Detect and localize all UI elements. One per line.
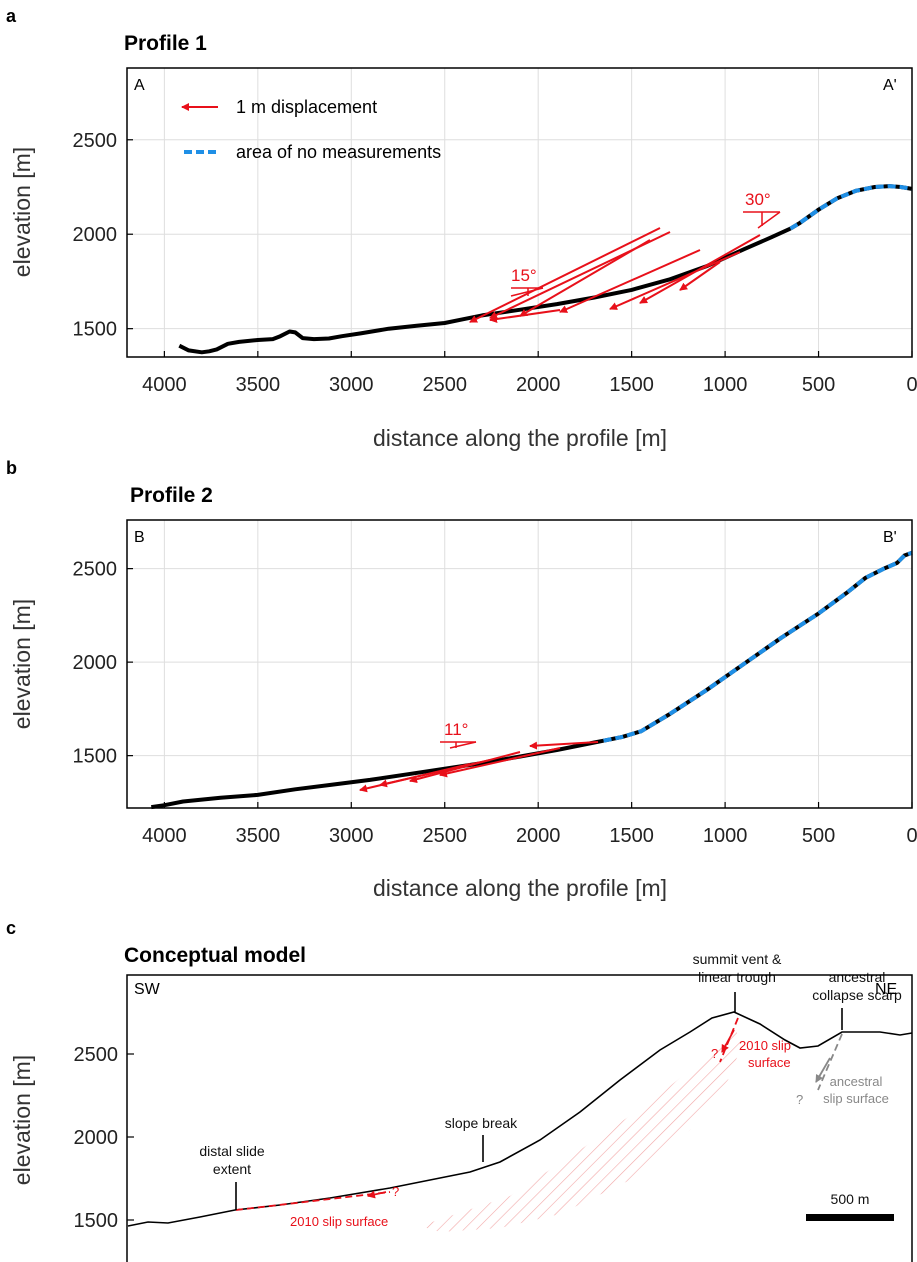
no-measure-line-base — [603, 550, 913, 743]
y-tick-label-c-2500: 2500 — [74, 1044, 119, 1066]
y-tick-label: 2000 — [73, 652, 118, 674]
no-measure-line — [789, 184, 913, 231]
angle-symbol-15 — [510, 287, 544, 297]
plot-frame-c — [126, 974, 913, 1262]
slip-2010-label-lower: 2010 slip surface — [290, 1214, 388, 1229]
y-tick-label: 2500 — [73, 130, 118, 152]
plot-frame-b — [126, 519, 913, 809]
profile-end-label-a: A' — [883, 77, 897, 94]
y-ticks-c: 2500 2000 1500 — [74, 1044, 134, 1232]
series-b — [151, 550, 913, 810]
x-tick-label: 3000 — [329, 825, 374, 847]
legend-arrow-label: 1 m displacement — [236, 97, 377, 117]
x-tick-label: 1500 — [609, 825, 654, 847]
x-tick-label: 0 — [906, 825, 917, 847]
panel-letter-c: c — [6, 918, 16, 938]
no-measure-line — [603, 550, 913, 743]
summit-label-1: summit vent & — [693, 951, 782, 967]
x-tick-label: 500 — [802, 825, 835, 847]
angle-symbol-11 — [440, 741, 477, 749]
displacement-arrows-b — [359, 741, 599, 793]
direction-label-ne: NE — [875, 981, 897, 998]
ancestral-scarp-label-2: collapse scarp — [812, 987, 902, 1003]
series-a — [178, 184, 913, 355]
ancestral-slip-arrow — [815, 1057, 831, 1083]
panel-letter-a: a — [6, 6, 17, 26]
panel-letter-b: b — [6, 458, 17, 478]
grid-b — [127, 520, 913, 808]
x-tick-label: 3500 — [236, 825, 281, 847]
panel-c-title: Conceptual model — [124, 944, 306, 967]
y-axis-label-a: elevation [m] — [9, 147, 35, 277]
profile-start-label-b: B — [134, 529, 145, 546]
distal-extent-label-1: distal slide — [199, 1143, 265, 1159]
x-tick-label: 2000 — [516, 825, 561, 847]
ancestral-slip-label-1: ancestral — [830, 1074, 883, 1089]
scale-bar — [806, 1214, 894, 1221]
legend: 1 m displacement area of no measurements — [181, 97, 441, 162]
x-axis-label-b: distance along the profile [m] — [373, 875, 667, 901]
displacement-arrows-a — [469, 227, 761, 323]
distal-extent-label-2: extent — [213, 1161, 251, 1177]
panel-b: b Profile 2 11° B B' 4000 3500 3000 2500 200… — [6, 458, 917, 901]
y-tick-label: 2000 — [73, 224, 118, 246]
ticks-b: 4000 3500 3000 2500 2000 1500 1000 500 0 1500 2000… — [73, 559, 917, 847]
y-axis-label-c: elevation [m] — [9, 1055, 35, 1185]
slip-arrow-upper — [721, 1029, 735, 1053]
question-mark-upper: ? — [711, 1046, 718, 1061]
ancestral-scarp-label-1: ancestral — [829, 969, 886, 985]
x-tick-label: 1000 — [703, 825, 748, 847]
angle-label-a-1: 15° — [511, 266, 537, 285]
legend-dashed-label: area of no measurements — [236, 142, 441, 162]
leader-lines — [235, 992, 843, 1210]
slope-break-label: slope break — [445, 1115, 518, 1131]
x-tick-label: 3500 — [236, 374, 281, 396]
panel-c: c Conceptual model distal slide extent s… — [6, 918, 913, 1262]
panel-a-title: Profile 1 — [124, 32, 207, 55]
x-axis-label-a: distance along the profile [m] — [373, 425, 667, 451]
scale-bar-label: 500 m — [831, 1191, 870, 1207]
profile-end-label-b: B' — [883, 529, 897, 546]
panel-a: a Profile 1 15° 30° — [6, 6, 917, 451]
ancestral-slip-label-2: slip surface — [823, 1091, 889, 1106]
summit-label-2: linear trough — [698, 969, 776, 985]
no-measure-line-base — [789, 184, 913, 231]
x-tick-label: 2500 — [422, 374, 467, 396]
profile-line — [151, 738, 604, 810]
question-mark-ancestral: ? — [796, 1092, 803, 1107]
slide-mass-hatch — [420, 1028, 742, 1232]
x-tick-label: 3000 — [329, 374, 374, 396]
angle-label-a-2: 30° — [745, 190, 771, 209]
slip-2010-label-1: 2010 slip — [739, 1038, 791, 1053]
y-axis-label-b: elevation [m] — [9, 599, 35, 729]
x-tick-label: 500 — [802, 374, 835, 396]
profile-line — [178, 226, 792, 355]
x-tick-label: 0 — [906, 374, 917, 396]
x-tick-label: 2000 — [516, 374, 561, 396]
x-tick-label: 4000 — [142, 374, 187, 396]
y-tick-label: 1500 — [73, 319, 118, 341]
y-tick-label: 1500 — [73, 746, 118, 768]
question-mark-lower: ? — [392, 1184, 399, 1199]
plot-frame-a — [126, 67, 913, 358]
slip-2010-label-2: surface — [748, 1055, 791, 1070]
x-tick-label: 1000 — [703, 374, 748, 396]
slip-arrow-lower — [367, 1190, 387, 1199]
profile-start-label-a: A — [134, 77, 145, 94]
y-tick-label: 2500 — [73, 559, 118, 581]
ticks-a: 4000 3500 3000 2500 2000 1500 1000 500 0 1500 2000… — [73, 130, 917, 396]
x-tick-label: 1500 — [609, 374, 654, 396]
panel-b-title: Profile 2 — [130, 484, 213, 507]
x-tick-label: 2500 — [422, 825, 467, 847]
y-tick-label-c-2000: 2000 — [74, 1127, 119, 1149]
direction-label-sw: SW — [134, 981, 161, 998]
angle-label-b: 11° — [444, 720, 468, 739]
x-tick-label: 4000 — [142, 825, 187, 847]
y-tick-label-c-1500: 1500 — [74, 1210, 119, 1232]
angle-symbol-30 — [743, 211, 781, 229]
